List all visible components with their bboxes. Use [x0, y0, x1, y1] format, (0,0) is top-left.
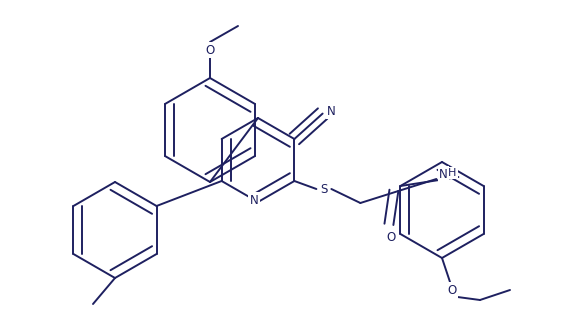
- Text: N: N: [439, 168, 448, 180]
- Text: O: O: [387, 230, 396, 244]
- Text: H: H: [448, 168, 457, 178]
- Text: O: O: [205, 43, 215, 56]
- Text: S: S: [321, 182, 328, 196]
- Text: N: N: [327, 105, 336, 118]
- Text: O: O: [448, 284, 457, 296]
- Text: N: N: [249, 194, 258, 207]
